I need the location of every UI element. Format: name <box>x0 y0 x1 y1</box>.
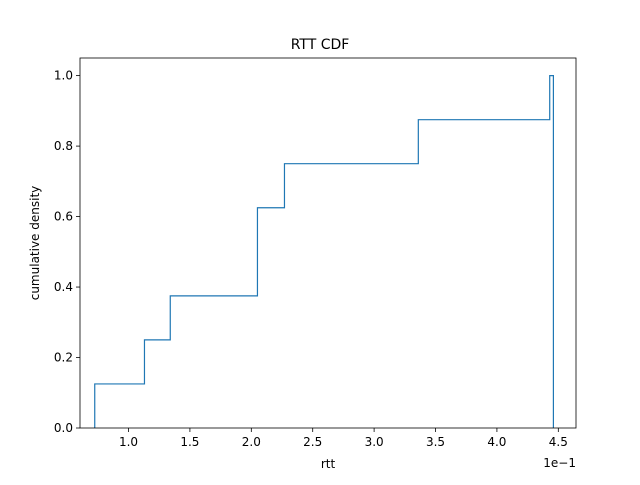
x-tick-label: 3.0 <box>365 435 384 449</box>
y-tick-label: 0.2 <box>54 351 73 365</box>
y-axis: 0.0 0.2 0.4 0.6 0.8 1.0 <box>54 69 80 435</box>
y-axis-label: cumulative density <box>28 186 42 301</box>
y-tick-label: 0.4 <box>54 280 73 294</box>
chart-title: RTT CDF <box>291 37 350 53</box>
x-tick-label: 1.0 <box>119 435 138 449</box>
x-tick-label: 2.5 <box>303 435 322 449</box>
axes-frame <box>79 57 577 429</box>
x-axis: 1.0 1.5 2.0 2.5 3.0 3.5 4.0 4.5 <box>119 428 568 449</box>
x-tick-label: 4.0 <box>487 435 506 449</box>
x-tick-label: 3.5 <box>426 435 445 449</box>
plot-layer <box>94 75 555 428</box>
x-tick-label: 2.0 <box>242 435 261 449</box>
y-tick-label: 0.6 <box>54 210 73 224</box>
cdf-step-line <box>94 75 555 428</box>
x-axis-label: rtt <box>321 457 336 471</box>
y-tick-label: 0.8 <box>54 139 73 153</box>
y-tick-label: 1.0 <box>54 69 73 83</box>
x-tick-label: 4.5 <box>549 435 568 449</box>
y-tick-label: 0.0 <box>54 421 73 435</box>
x-tick-label: 1.5 <box>180 435 199 449</box>
x-axis-offset-text: 1e−1 <box>543 456 576 470</box>
